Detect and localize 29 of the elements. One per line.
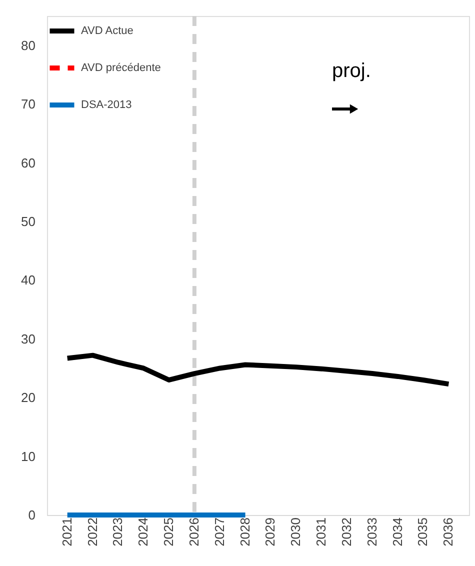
legend-label: AVD précédente bbox=[81, 62, 161, 74]
y-tick-label: 20 bbox=[21, 390, 36, 406]
x-tick-label: 2029 bbox=[262, 518, 278, 546]
y-tick-label: 30 bbox=[21, 331, 36, 346]
annotation: proj. bbox=[332, 60, 371, 82]
y-tick-label: 10 bbox=[21, 448, 36, 464]
legend-label: AVD Actue bbox=[81, 25, 134, 37]
x-tick-label: 2022 bbox=[84, 518, 100, 546]
x-tick-label: 2021 bbox=[59, 518, 74, 546]
y-tick-label: 60 bbox=[21, 155, 36, 170]
y-tick-label: 80 bbox=[21, 38, 36, 53]
x-tick-label: 2023 bbox=[110, 518, 126, 546]
x-tick-label: 2034 bbox=[390, 518, 405, 546]
x-tick-label: 2032 bbox=[338, 518, 354, 546]
legend-label: DSA-2013 bbox=[81, 99, 132, 111]
y-tick-label: 70 bbox=[21, 96, 36, 112]
x-tick-label: 2026 bbox=[186, 518, 202, 546]
y-tick-label: 40 bbox=[21, 272, 36, 288]
x-tick-label: 2025 bbox=[161, 518, 176, 546]
x-tick-label: 2030 bbox=[288, 518, 304, 546]
x-tick-label: 2035 bbox=[415, 518, 430, 546]
y-tick-label: 50 bbox=[21, 214, 36, 229]
x-tick-label: 2033 bbox=[364, 518, 380, 546]
x-tick-label: 2027 bbox=[212, 518, 227, 546]
x-tick-label: 2028 bbox=[237, 518, 252, 546]
x-tick-label: 2036 bbox=[440, 518, 456, 546]
y-tick-label: 0 bbox=[28, 508, 36, 522]
x-tick-label: 2031 bbox=[314, 518, 329, 546]
x-tick-label: 2024 bbox=[136, 518, 151, 546]
